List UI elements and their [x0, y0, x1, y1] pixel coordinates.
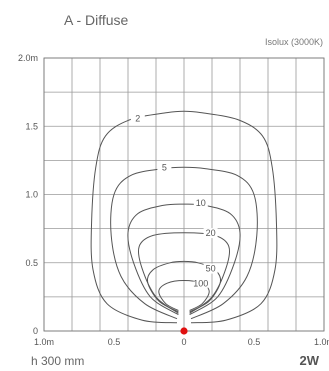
y-tick-label: 2.0m	[18, 53, 38, 63]
isolux-contour-5	[110, 166, 258, 320]
contour-label-background	[130, 113, 145, 124]
isolux-contour-100	[158, 279, 210, 311]
isolux-contour-20	[137, 232, 231, 314]
x-tick-label: 0	[181, 337, 186, 347]
contour-label-5: 5	[162, 163, 167, 173]
contour-label-50: 50	[206, 264, 216, 274]
contour-label-background	[193, 278, 208, 289]
contour-label-background	[203, 228, 218, 239]
x-tick-label: 0.5	[248, 337, 261, 347]
contour-label-2: 2	[135, 113, 140, 123]
y-tick-label: 1.5	[25, 121, 38, 131]
contour-label-background	[193, 198, 208, 209]
contour-label-background	[203, 263, 218, 274]
y-tick-label: 0	[33, 326, 38, 336]
isolux-contour-10	[127, 203, 241, 316]
x-tick-label: 1.0m	[34, 337, 54, 347]
contour-label-background	[157, 162, 172, 173]
x-tick-label: 1.0m	[314, 337, 329, 347]
mounting-height-label: h 300 mm	[31, 354, 85, 368]
contour-label-20: 20	[206, 228, 216, 238]
contour-label-10: 10	[196, 198, 206, 208]
isolux-contour-50	[146, 260, 222, 313]
x-tick-label: 0.5	[108, 337, 121, 347]
contour-label-100: 100	[193, 279, 208, 289]
y-tick-label: 1.0	[25, 190, 38, 200]
chart-subtitle: Isolux (3000K)	[264, 37, 323, 47]
power-label: 2W	[299, 353, 320, 368]
light-source-marker	[180, 327, 188, 335]
isolux-contour-2	[90, 110, 278, 324]
y-tick-label: 0.5	[25, 258, 38, 268]
chart-title: A - Diffuse	[64, 12, 129, 28]
